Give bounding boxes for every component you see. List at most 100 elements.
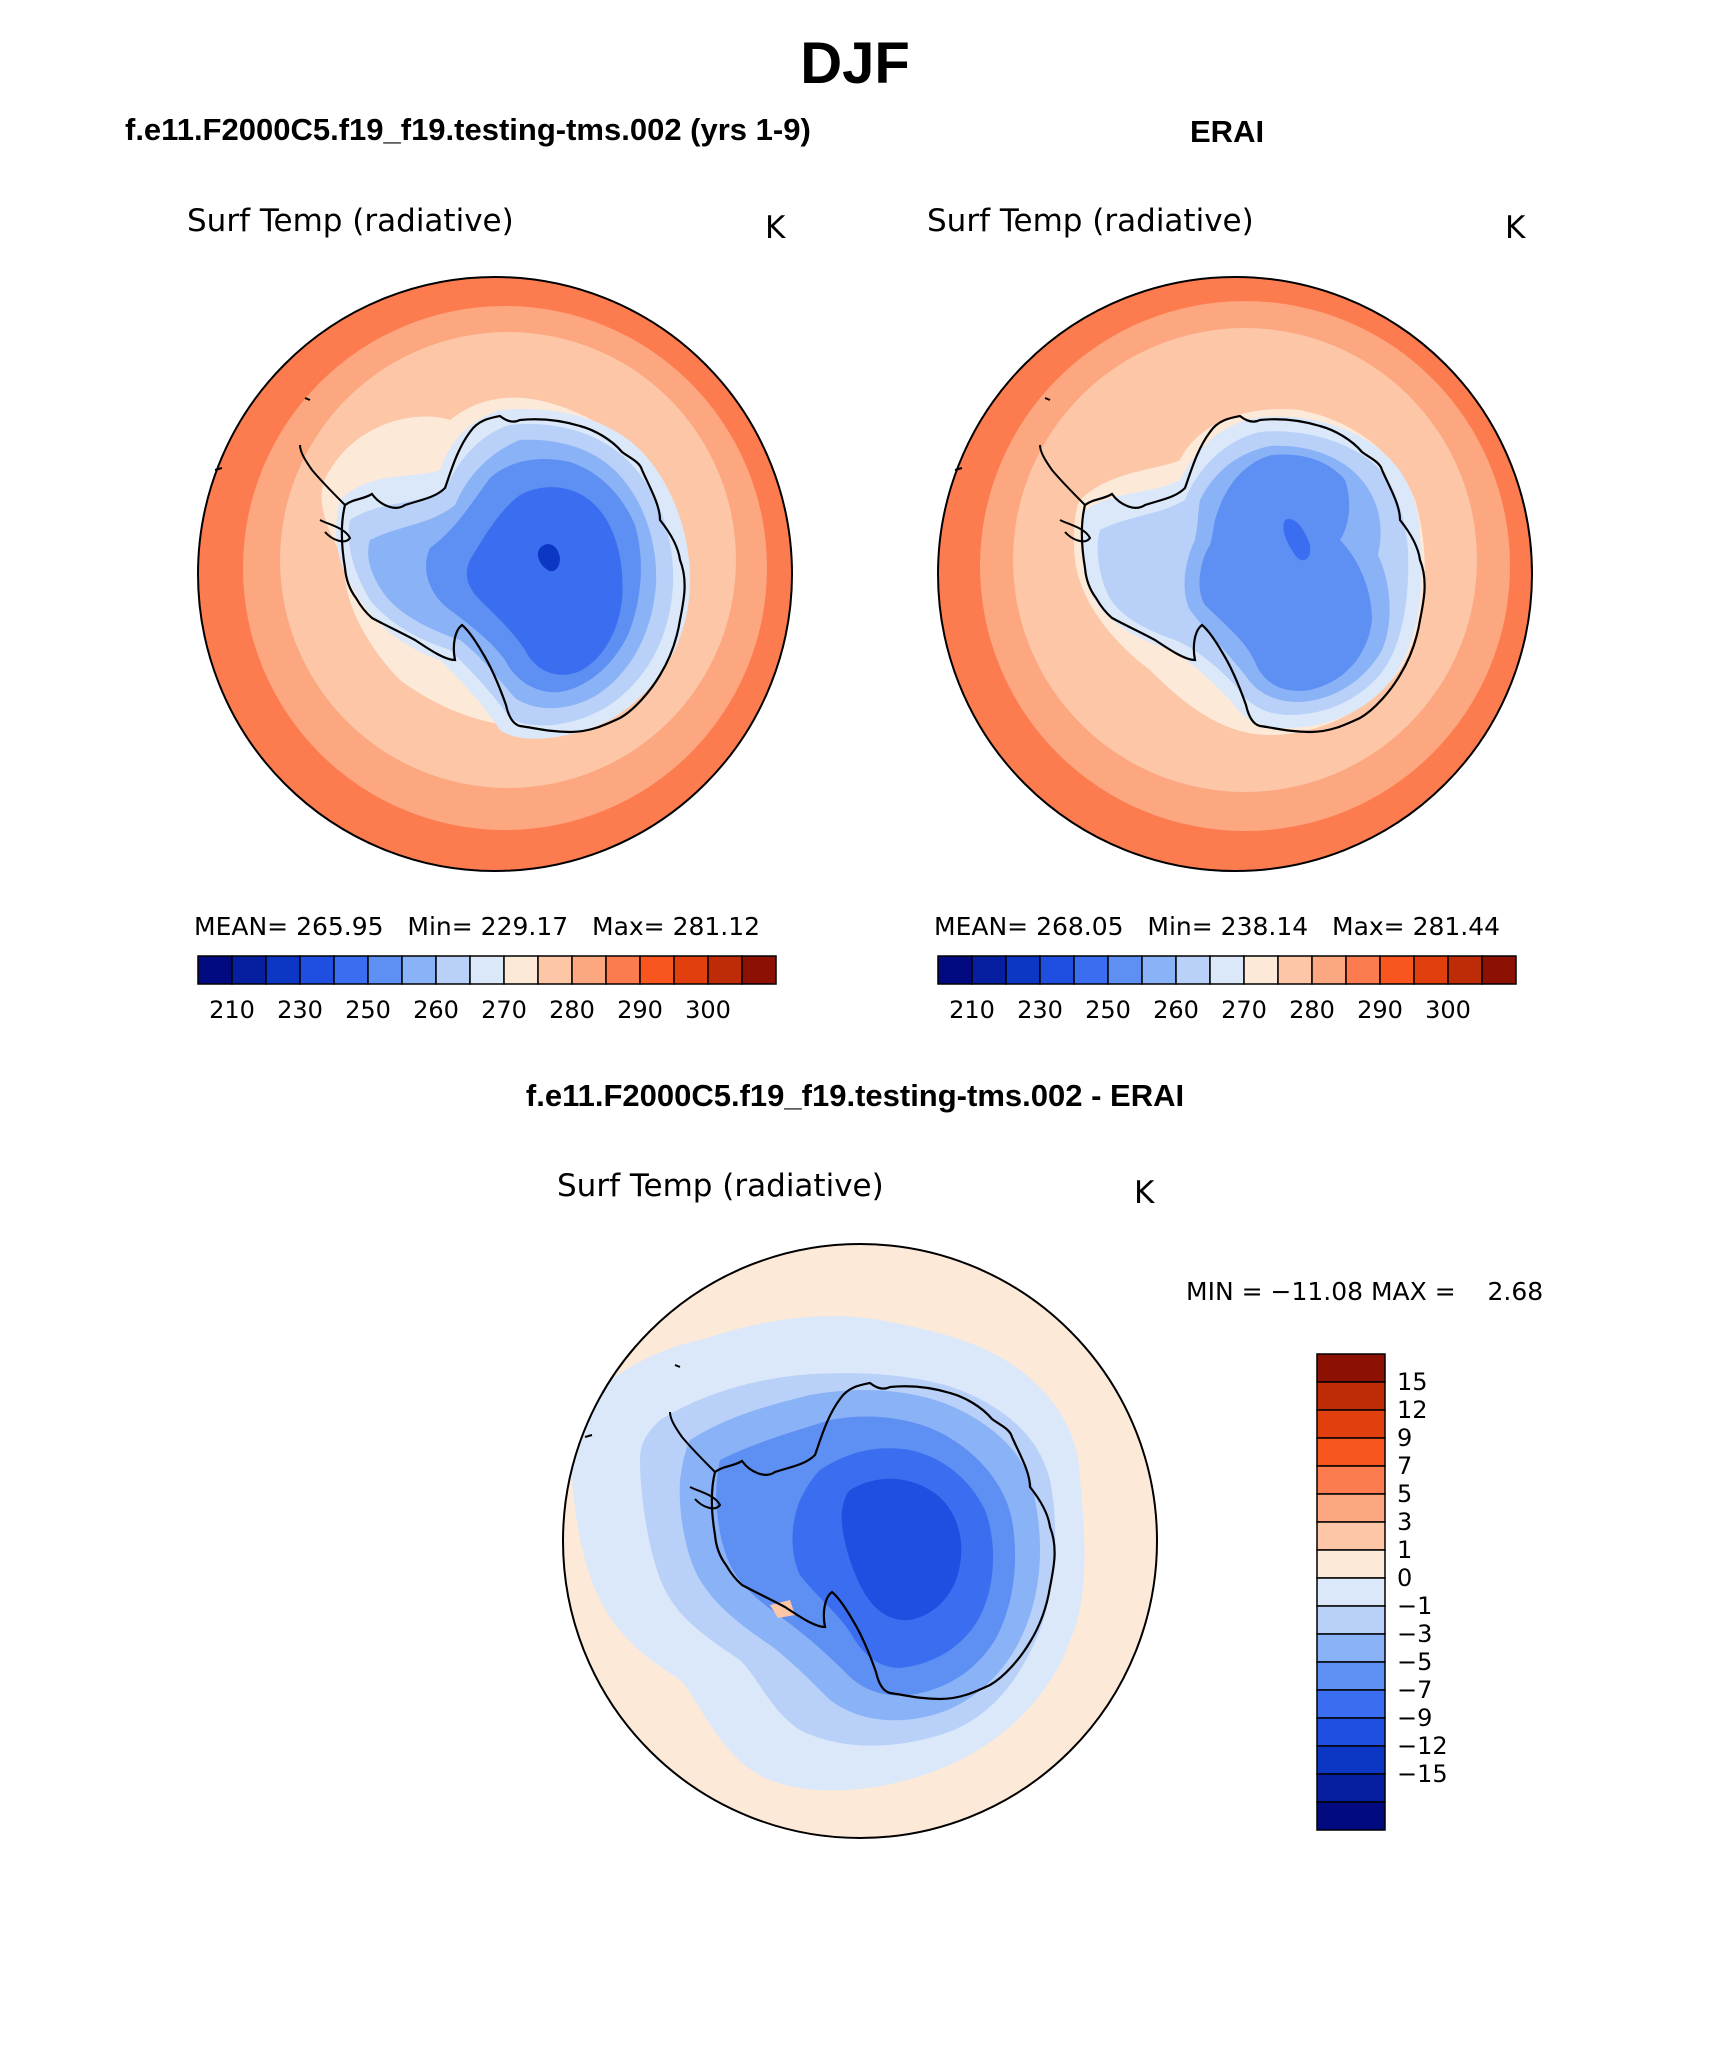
colorbar-box [1481, 955, 1517, 985]
colorbar-box [1316, 1633, 1386, 1663]
colorbar-box [1311, 955, 1347, 985]
colorbar-box [673, 955, 709, 985]
panel-1-max-label: Max= [592, 912, 665, 941]
colorbar-box [1316, 1577, 1386, 1607]
colorbar-box [1316, 1773, 1386, 1803]
panel-2-map-border [937, 276, 1533, 872]
panel-3-stats: MIN = −11.08 MAX = 2.68 [1186, 1277, 1543, 1306]
panel-1-mean-label: MEAN= [194, 912, 289, 941]
colorbar-tick-label: 250 [345, 996, 391, 1024]
colorbar-box [435, 955, 471, 985]
panel-1-peninsula [214, 397, 352, 543]
panel-1-mean-value: 265.95 [296, 912, 384, 941]
panel-3-map [562, 1243, 1158, 1839]
colorbar-box [1005, 955, 1041, 985]
panel-1-units-label: K [765, 210, 786, 246]
diff-extreme-negative [841, 1478, 962, 1621]
colorbar-box [1316, 1661, 1386, 1691]
colorbar-tick-label: 290 [1357, 996, 1403, 1024]
colorbar-tick-label: 9 [1397, 1424, 1413, 1452]
colorbar-tick-label: 230 [1017, 996, 1063, 1024]
colorbar-box [1316, 1745, 1386, 1775]
panel-3-colorbar [1316, 1353, 1386, 1831]
panel-2-variable-label: Surf Temp (radiative) [927, 203, 1254, 239]
panel-3-min-label: MIN = [1186, 1277, 1263, 1306]
colorbar-tick-label: −7 [1397, 1676, 1433, 1704]
panel-1-map-border [197, 276, 793, 872]
colorbar-box [1277, 955, 1313, 985]
colorbar-tick-label: 15 [1397, 1368, 1428, 1396]
colorbar-tick-label: 280 [1289, 996, 1335, 1024]
colorbar-box [1316, 1465, 1386, 1495]
panel-3-units-label: K [1134, 1175, 1155, 1211]
colorbar-box [367, 955, 403, 985]
panel-2-min-value: 238.14 [1220, 912, 1309, 941]
colorbar-tick-label: 230 [277, 996, 323, 1024]
colorbar-tick-label: 0 [1397, 1564, 1413, 1592]
panel-1-stats: MEAN= 265.95 Min= 229.17 Max= 281.12 [194, 912, 760, 941]
colorbar-box [1209, 955, 1245, 985]
colorbar-box [1316, 1605, 1386, 1635]
colorbar-box [401, 955, 437, 985]
colorbar-tick-label: 210 [209, 996, 255, 1024]
colorbar-box [1447, 955, 1483, 985]
colorbar-box [571, 955, 607, 985]
panel-3-min-value: −11.08 [1270, 1277, 1364, 1306]
panel-2-coastline [1080, 414, 1426, 734]
colorbar-tick-label: −3 [1397, 1620, 1433, 1648]
colorbar-tick-label: 1 [1397, 1536, 1413, 1564]
colorbar-tick-label: 300 [685, 996, 731, 1024]
panel-1-heading: f.e11.F2000C5.f19_f19.testing-tms.002 (y… [125, 112, 811, 147]
colorbar-box [639, 955, 675, 985]
colorbar-box [707, 955, 743, 985]
colorbar-tick-label: −15 [1397, 1760, 1448, 1788]
colorbar-box [1316, 1353, 1386, 1383]
colorbar-tick-label: 250 [1085, 996, 1131, 1024]
colorbar-box [1345, 955, 1381, 985]
panel-1-variable-label: Surf Temp (radiative) [187, 203, 514, 239]
colorbar-box [1175, 955, 1211, 985]
ice-sheet-peak [537, 544, 560, 572]
colorbar-box [265, 955, 301, 985]
panel-2-units-label: K [1505, 210, 1526, 246]
colorbar-box [537, 955, 573, 985]
colorbar-box [1243, 955, 1279, 985]
colorbar-box [1316, 1717, 1386, 1747]
panel-3-coastline [710, 1381, 1056, 1701]
panel-1-max-value: 281.12 [672, 912, 761, 941]
diff-peninsula-warm [770, 1600, 795, 1618]
panel-1-colorbar [197, 955, 777, 985]
colorbar-box [333, 955, 369, 985]
colorbar-box [1107, 955, 1143, 985]
colorbar-box [1316, 1689, 1386, 1719]
colorbar-tick-label: 290 [617, 996, 663, 1024]
colorbar-box [1379, 955, 1415, 985]
colorbar-tick-label: −12 [1397, 1732, 1448, 1760]
colorbar-box [1316, 1521, 1386, 1551]
panel-2-heading: ERAI [1190, 114, 1265, 149]
colorbar-box [741, 955, 777, 985]
ice-sheet-core [1199, 454, 1372, 691]
panel-3-field [563, 1244, 1157, 1838]
colorbar-tick-label: 260 [1153, 996, 1199, 1024]
colorbar-box [971, 955, 1007, 985]
colorbar-box [503, 955, 539, 985]
colorbar-box [1141, 955, 1177, 985]
panel-2-max-label: Max= [1332, 912, 1405, 941]
main-title: DJF [800, 31, 910, 96]
panel-3-peninsula [584, 1364, 722, 1510]
panel-2-colorbar [937, 955, 1517, 985]
colorbar-tick-label: −5 [1397, 1648, 1433, 1676]
colorbar-box [1316, 1549, 1386, 1579]
panel-1-min-label: Min= [407, 912, 473, 941]
panel-2-peninsula [954, 397, 1092, 543]
colorbar-tick-label: 5 [1397, 1480, 1413, 1508]
colorbar-tick-label: 280 [549, 996, 595, 1024]
panel-2-map [937, 276, 1533, 872]
colorbar-tick-label: −1 [1397, 1592, 1433, 1620]
colorbar-box [937, 955, 973, 985]
ice-sheet-peak [1283, 519, 1311, 561]
ice-sheet-core [466, 487, 623, 675]
panel-3-max-value: 2.68 [1487, 1277, 1544, 1306]
